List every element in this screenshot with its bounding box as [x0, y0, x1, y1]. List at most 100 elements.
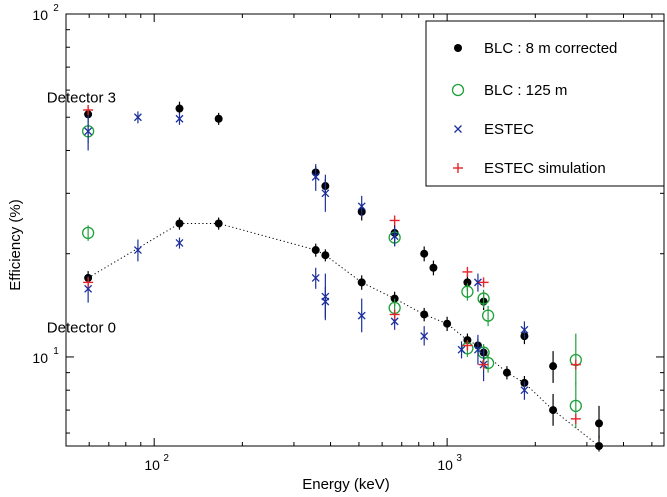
x-tick-label: 10	[437, 457, 453, 473]
marker-dot	[214, 114, 223, 123]
marker-x-stroke	[321, 297, 330, 306]
data-point	[175, 112, 184, 125]
data-point	[321, 174, 330, 212]
marker-dot	[420, 249, 429, 258]
data-point	[595, 405, 604, 439]
marker-dot	[175, 104, 184, 113]
legend-label: ESTEC simulation	[484, 160, 606, 177]
data-point	[473, 273, 482, 292]
data-point	[520, 381, 529, 400]
marker-x-stroke	[390, 317, 399, 326]
marker-x-stroke	[454, 125, 462, 133]
marker-circle	[461, 285, 474, 298]
data-point	[429, 260, 438, 276]
marker-x-stroke	[473, 345, 482, 354]
data-point	[457, 341, 466, 359]
x-tick-label: 10	[144, 457, 160, 473]
data-point	[175, 101, 184, 115]
marker-x-stroke	[84, 284, 93, 293]
marker-circle	[451, 83, 465, 97]
marker-circle	[569, 399, 582, 413]
data-point	[389, 215, 400, 226]
y-tick-label-exponent: 1	[53, 346, 59, 357]
marker-dot	[429, 263, 438, 272]
data-point	[462, 266, 473, 277]
marker-dot	[549, 406, 558, 415]
marker-circle	[81, 226, 95, 240]
marker-dot	[595, 419, 604, 428]
legend-entry: ESTEC simulation	[453, 160, 606, 177]
data-point	[461, 283, 474, 301]
legend-label: BLC : 8 m corrected	[484, 40, 617, 57]
x-tick-label-exponent: 2	[163, 453, 169, 464]
marker-x-stroke	[473, 278, 482, 287]
marker-dot	[311, 246, 320, 255]
legend-entry: BLC : 125 m	[451, 82, 567, 99]
series-3	[83, 104, 581, 424]
data-point	[84, 114, 93, 151]
legend-entry: BLC : 8 m corrected	[454, 40, 617, 57]
y-tick-label: 10	[32, 350, 48, 366]
marker-x-stroke	[133, 246, 142, 254]
data-point	[502, 366, 511, 380]
annotation-layer: Detector 3 Detector 0	[47, 90, 116, 337]
data-point	[420, 246, 429, 262]
series-2	[84, 111, 529, 400]
data-point	[570, 413, 581, 424]
data-point	[81, 225, 95, 241]
marker-dot	[357, 278, 366, 287]
data-point	[473, 334, 482, 365]
data-point	[214, 217, 223, 230]
marker-dot	[463, 278, 472, 287]
data-point	[570, 359, 581, 370]
data-point	[549, 393, 558, 426]
data-point	[321, 249, 330, 262]
legend-label: ESTEC	[484, 121, 534, 138]
data-point	[311, 267, 320, 289]
marker-dot	[214, 219, 223, 228]
marker-dot	[321, 251, 330, 260]
marker-dot	[454, 44, 462, 52]
data-point	[357, 275, 366, 290]
legend: BLC : 8 m corrected BLC : 125 m ESTEC ESTEC…	[425, 20, 665, 187]
data-point	[520, 321, 529, 339]
series-0	[84, 101, 604, 452]
marker-x-stroke	[357, 311, 366, 320]
data-point	[311, 243, 320, 257]
data-point	[481, 305, 495, 327]
marker-dot	[502, 368, 511, 377]
legend-box	[425, 20, 665, 187]
plot-frame	[65, 13, 665, 447]
data-point	[478, 277, 489, 288]
marker-x-stroke	[311, 172, 320, 181]
data-point	[133, 111, 142, 124]
marker-x-stroke	[321, 189, 330, 198]
x-axis-label: Energy (keV)	[302, 476, 390, 493]
marker-x-stroke	[357, 202, 366, 211]
marker-dot	[420, 310, 429, 319]
marker-x-stroke	[390, 232, 399, 241]
data-point	[133, 239, 142, 262]
data-point	[462, 340, 473, 351]
marker-x-stroke	[420, 332, 429, 341]
data-point	[478, 359, 489, 370]
data-point	[389, 309, 400, 320]
data-point	[595, 435, 604, 452]
legend-entry: ESTEC	[454, 121, 534, 138]
marker-x-stroke	[311, 273, 320, 282]
detector-annotation: Detector 0	[47, 319, 116, 336]
marker-x-stroke	[84, 127, 93, 136]
data-point	[321, 286, 330, 318]
marker-dot	[549, 362, 558, 371]
detector-annotation: Detector 3	[47, 90, 116, 107]
marker-circle	[481, 309, 495, 322]
legend-label: BLC : 125 m	[484, 82, 567, 99]
data-point	[443, 316, 452, 332]
marker-dot	[175, 219, 184, 228]
y-tick-label-exponent: 2	[53, 3, 59, 14]
data-point	[175, 237, 184, 249]
data-point	[357, 298, 366, 333]
marker-x-stroke	[520, 325, 529, 334]
data-point	[311, 164, 320, 191]
